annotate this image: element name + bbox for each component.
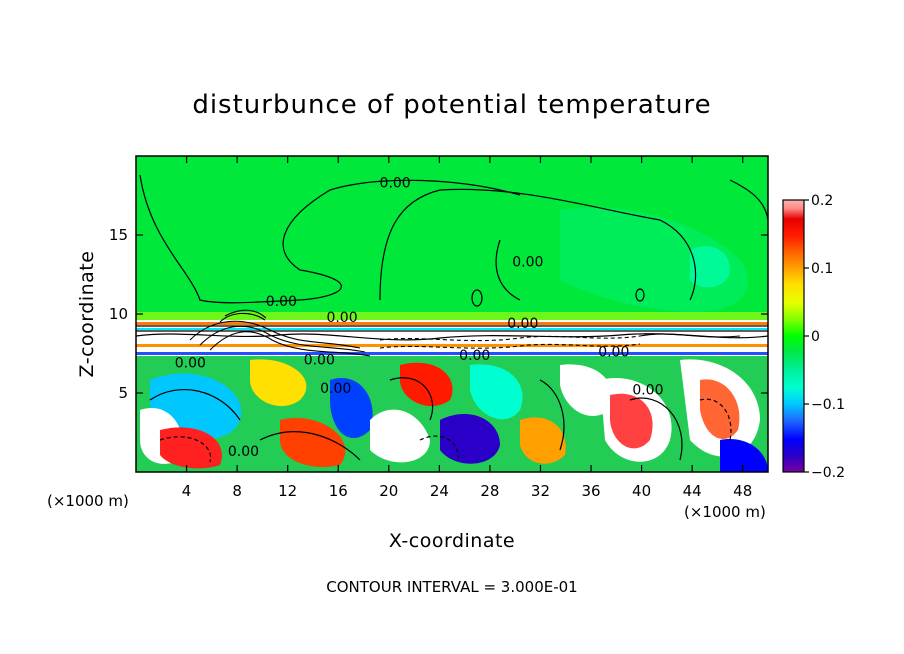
colorbar-tick-label: 0.1 xyxy=(811,261,833,277)
x-tick-label: 40 xyxy=(632,482,651,500)
interface-contours xyxy=(189,309,741,357)
colorbar-tick-label: −0.2 xyxy=(811,465,845,481)
contour-label: 0.00 xyxy=(512,255,543,271)
x-tick-label: 36 xyxy=(581,482,600,500)
contour-label: 0.00 xyxy=(632,383,663,399)
contour-line xyxy=(149,377,683,461)
field-band-line xyxy=(136,328,768,330)
x-tick-label: 20 xyxy=(379,482,398,500)
x-tick-label: 44 xyxy=(683,482,702,500)
contour-label: 0.00 xyxy=(459,348,490,364)
contour-label: 0.00 xyxy=(380,176,411,192)
contour-line xyxy=(729,179,768,221)
contour-label: 0.00 xyxy=(507,316,538,332)
field-yellow-band xyxy=(136,312,768,320)
turbulence-blob xyxy=(400,362,453,407)
y-axis: 5 10 15 xyxy=(109,226,768,402)
x-tick-label: 28 xyxy=(480,482,499,500)
y-axis-label: Z-coordinate xyxy=(76,251,98,378)
plot-area xyxy=(136,156,768,472)
turbulence-blob xyxy=(610,393,653,449)
colorbar-tick-label: 0 xyxy=(811,329,820,345)
x-axis-label: X-coordinate xyxy=(389,530,515,552)
turbulence-blob xyxy=(250,359,307,407)
y-tick-label: 15 xyxy=(109,226,128,244)
x-tick-label: 32 xyxy=(531,482,550,500)
turbulence-blob xyxy=(720,439,768,472)
turbulence-blob xyxy=(560,364,613,416)
contour-line xyxy=(495,239,521,301)
colorbar-ticks: 0.2 0.1 0 −0.1 −0.2 xyxy=(804,193,845,481)
turbulence-blob xyxy=(470,364,523,420)
colorbar: 0.2 0.1 0 −0.1 −0.2 xyxy=(782,193,845,481)
contour-line xyxy=(635,288,645,302)
turbulence-blob xyxy=(700,379,740,440)
contour-labels: 0.00 0.00 0.00 0.00 0.00 0.00 0.00 0.00 0.00 0.00… xyxy=(175,176,664,461)
turbulence-blob xyxy=(440,414,500,464)
contour-label: 0.00 xyxy=(320,381,351,397)
contour-label: 0.00 xyxy=(266,294,297,310)
x-tick-label: 48 xyxy=(733,482,752,500)
contour-line xyxy=(379,188,697,301)
field-upper-variation xyxy=(690,246,730,288)
colorbar-tick-label: −0.1 xyxy=(811,397,845,413)
x-tick-label: 4 xyxy=(182,482,192,500)
field-band-line xyxy=(136,322,768,325)
chart-title: disturbunce of potential temperature xyxy=(192,90,711,120)
x-unit-right: (×1000 m) xyxy=(684,503,766,521)
colorbar-gradient xyxy=(783,200,804,472)
field-band-line xyxy=(136,344,768,347)
y-tick-label: 10 xyxy=(109,305,128,323)
x-unit-left: (×1000 m) xyxy=(47,492,129,510)
contour-line xyxy=(159,398,732,463)
x-axis: 4 8 12 16 20 24 28 32 36 40 44 48 xyxy=(182,156,752,500)
y-tick-label: 5 xyxy=(118,384,128,402)
x-tick-label: 16 xyxy=(329,482,348,500)
contour-label: 0.00 xyxy=(598,345,629,361)
turbulence-blob xyxy=(330,378,373,439)
x-tick-label: 8 xyxy=(232,482,242,500)
contour-line xyxy=(471,289,483,307)
contour-interval-note: CONTOUR INTERVAL = 3.000E-01 xyxy=(326,578,577,596)
turbulence-blob xyxy=(280,418,346,468)
contour-label: 0.00 xyxy=(326,310,357,326)
colorbar-tick-label: 0.2 xyxy=(811,193,833,209)
x-tick-label: 24 xyxy=(430,482,449,500)
contour-label: 0.00 xyxy=(228,444,259,460)
turbulence-blob xyxy=(160,427,222,469)
contour-label: 0.00 xyxy=(304,353,335,369)
contour-label: 0.00 xyxy=(175,356,206,372)
turbulence-blob xyxy=(370,409,430,463)
field-band-line xyxy=(136,352,768,355)
turbulence-blob xyxy=(520,417,566,464)
x-tick-label: 12 xyxy=(278,482,297,500)
contour-line xyxy=(139,174,521,304)
